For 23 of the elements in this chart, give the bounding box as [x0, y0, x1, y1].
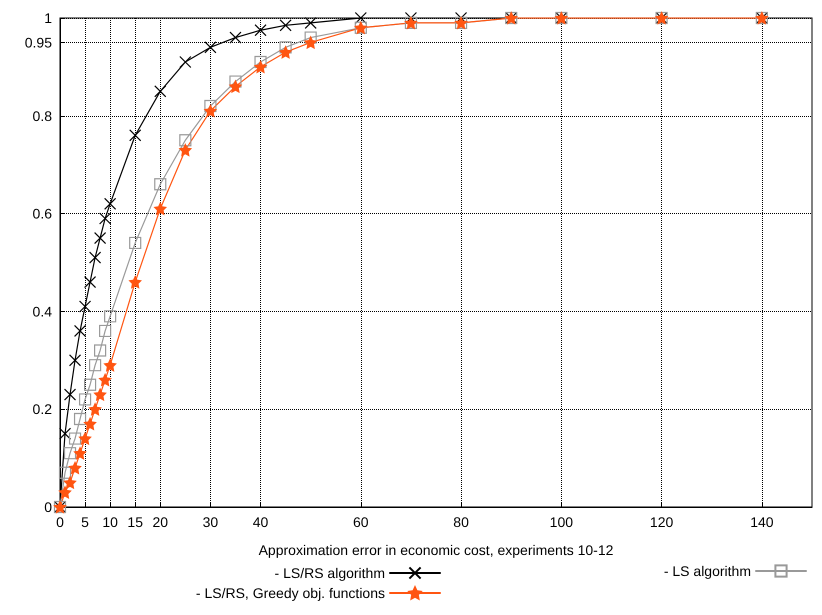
legend-label: - LS/RS, Greedy obj. functions: [196, 585, 385, 601]
x-tick-label: 120: [650, 514, 674, 530]
x-tick-label: 100: [550, 514, 574, 530]
y-tick-label: 0.8: [32, 108, 52, 124]
legend-label: - LS algorithm: [664, 563, 751, 579]
x-tick-label: 30: [202, 514, 218, 530]
x-tick-label: 5: [81, 514, 90, 530]
x-tick-label: 80: [453, 514, 470, 530]
x-tick-label: 140: [750, 514, 774, 530]
legend-label: - LS/RS algorithm: [274, 565, 385, 581]
y-tick-label: 0.2: [32, 401, 52, 418]
x-tick-label: 10: [102, 514, 118, 530]
x-tick-label: 40: [252, 514, 269, 530]
x-tick-label: 0: [56, 514, 64, 530]
y-tick-label: 0.4: [32, 303, 52, 320]
x-axis-title: Approximation error in economic cost, experiments 10-12: [258, 542, 614, 558]
x-tick-label: 15: [127, 514, 144, 530]
y-tick-label: 0: [44, 499, 52, 515]
x-tick-label: 60: [353, 514, 369, 530]
y-tick-label: 0.6: [32, 206, 52, 222]
y-tick-label: 1: [44, 10, 52, 26]
y-tick-label: 0.95: [24, 34, 52, 50]
x-tick-label: 20: [152, 514, 168, 530]
